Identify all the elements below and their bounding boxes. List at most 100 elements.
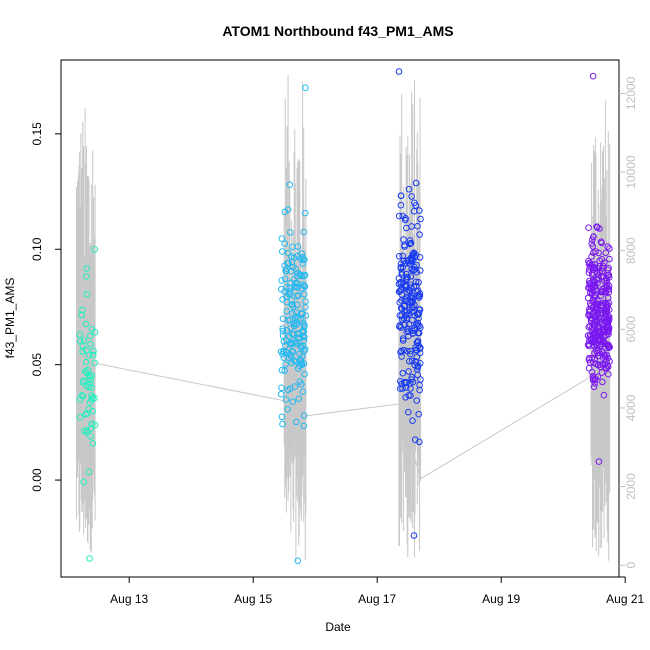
data-point bbox=[294, 557, 302, 565]
data-point bbox=[599, 361, 607, 368]
data-point bbox=[605, 285, 613, 293]
y2-tick-label: 0 bbox=[624, 562, 638, 569]
data-point bbox=[395, 68, 403, 75]
data-point bbox=[606, 255, 613, 263]
data-point bbox=[400, 236, 407, 243]
data-point bbox=[584, 341, 592, 349]
data-point bbox=[288, 301, 296, 308]
data-point bbox=[416, 267, 424, 274]
data-point bbox=[397, 385, 404, 392]
data-point bbox=[278, 384, 285, 392]
data-point bbox=[294, 365, 302, 372]
x-tick-label: Aug 15 bbox=[234, 592, 272, 606]
data-point bbox=[294, 280, 301, 287]
data-point bbox=[91, 421, 99, 429]
data-point bbox=[288, 253, 295, 260]
data-point bbox=[279, 248, 286, 255]
y2-tick-label: 4000 bbox=[624, 394, 638, 421]
data-point bbox=[588, 368, 596, 376]
data-point bbox=[299, 260, 307, 268]
y-axis: 0.00 0.05 0.10 0.15 bbox=[30, 122, 61, 492]
data-point bbox=[412, 344, 419, 352]
data-point bbox=[287, 229, 294, 236]
data-point bbox=[403, 316, 411, 324]
data-point bbox=[397, 378, 404, 385]
data-point bbox=[86, 380, 94, 388]
y2-tick-label: 10000 bbox=[624, 155, 638, 189]
data-point bbox=[601, 284, 608, 292]
data-point bbox=[402, 311, 410, 319]
data-point bbox=[284, 206, 292, 213]
data-point bbox=[284, 405, 291, 413]
data-point bbox=[409, 308, 416, 316]
y-tick-label: 0.10 bbox=[30, 237, 44, 261]
data-point bbox=[595, 361, 602, 369]
data-point bbox=[302, 84, 309, 91]
data-point bbox=[296, 378, 304, 385]
data-point bbox=[412, 179, 420, 187]
data-point bbox=[604, 294, 612, 302]
data-point bbox=[84, 366, 92, 374]
data-point bbox=[412, 278, 420, 286]
data-point bbox=[76, 396, 84, 403]
data-point bbox=[278, 413, 286, 421]
data-point bbox=[408, 193, 415, 200]
data-point bbox=[279, 332, 287, 340]
data-point bbox=[83, 382, 90, 390]
data-point bbox=[397, 192, 405, 200]
data-point bbox=[586, 280, 593, 287]
data-point bbox=[301, 282, 308, 290]
data-point bbox=[301, 370, 308, 378]
data-point bbox=[397, 201, 405, 209]
data-point bbox=[293, 340, 301, 348]
data-point bbox=[599, 299, 607, 307]
data-point bbox=[285, 354, 293, 362]
x-axis-label: Date bbox=[325, 620, 351, 634]
data-point bbox=[414, 329, 422, 337]
data-point bbox=[590, 278, 598, 286]
secondary-connector-line bbox=[82, 360, 592, 480]
data-point bbox=[80, 337, 88, 344]
data-point bbox=[80, 478, 87, 486]
data-point bbox=[593, 318, 601, 326]
data-point bbox=[298, 344, 305, 352]
x-tick-label: Aug 17 bbox=[358, 592, 396, 606]
data-point bbox=[399, 335, 407, 342]
data-point bbox=[278, 235, 286, 242]
data-point bbox=[87, 433, 94, 440]
data-point bbox=[405, 408, 412, 416]
data-point bbox=[415, 306, 423, 313]
data-point bbox=[599, 262, 607, 270]
data-point bbox=[281, 275, 289, 283]
data-point bbox=[602, 249, 610, 257]
x-tick-label: Aug 13 bbox=[110, 592, 148, 606]
data-point bbox=[87, 425, 95, 432]
y-tick-label: 0.15 bbox=[30, 122, 44, 146]
data-point bbox=[289, 398, 297, 406]
data-point bbox=[78, 392, 86, 399]
data-point bbox=[408, 223, 415, 230]
data-point bbox=[604, 328, 612, 336]
data-point bbox=[596, 257, 604, 265]
data-point bbox=[76, 331, 84, 338]
data-point bbox=[602, 300, 610, 307]
data-point bbox=[91, 246, 98, 253]
data-point bbox=[288, 267, 295, 275]
data-point bbox=[414, 338, 421, 346]
data-point bbox=[416, 345, 424, 352]
data-point bbox=[594, 279, 601, 287]
data-point bbox=[599, 378, 606, 386]
data-point bbox=[79, 379, 87, 386]
data-point bbox=[587, 314, 595, 322]
data-point bbox=[291, 316, 299, 323]
plot-frame bbox=[60, 59, 620, 578]
data-point bbox=[298, 352, 306, 360]
data-point bbox=[395, 212, 403, 220]
data-point bbox=[406, 240, 414, 248]
data-point bbox=[603, 279, 611, 287]
data-point bbox=[595, 249, 602, 257]
data-point bbox=[279, 420, 286, 428]
data-point bbox=[591, 349, 598, 357]
data-point bbox=[413, 321, 420, 328]
data-point bbox=[91, 329, 99, 336]
